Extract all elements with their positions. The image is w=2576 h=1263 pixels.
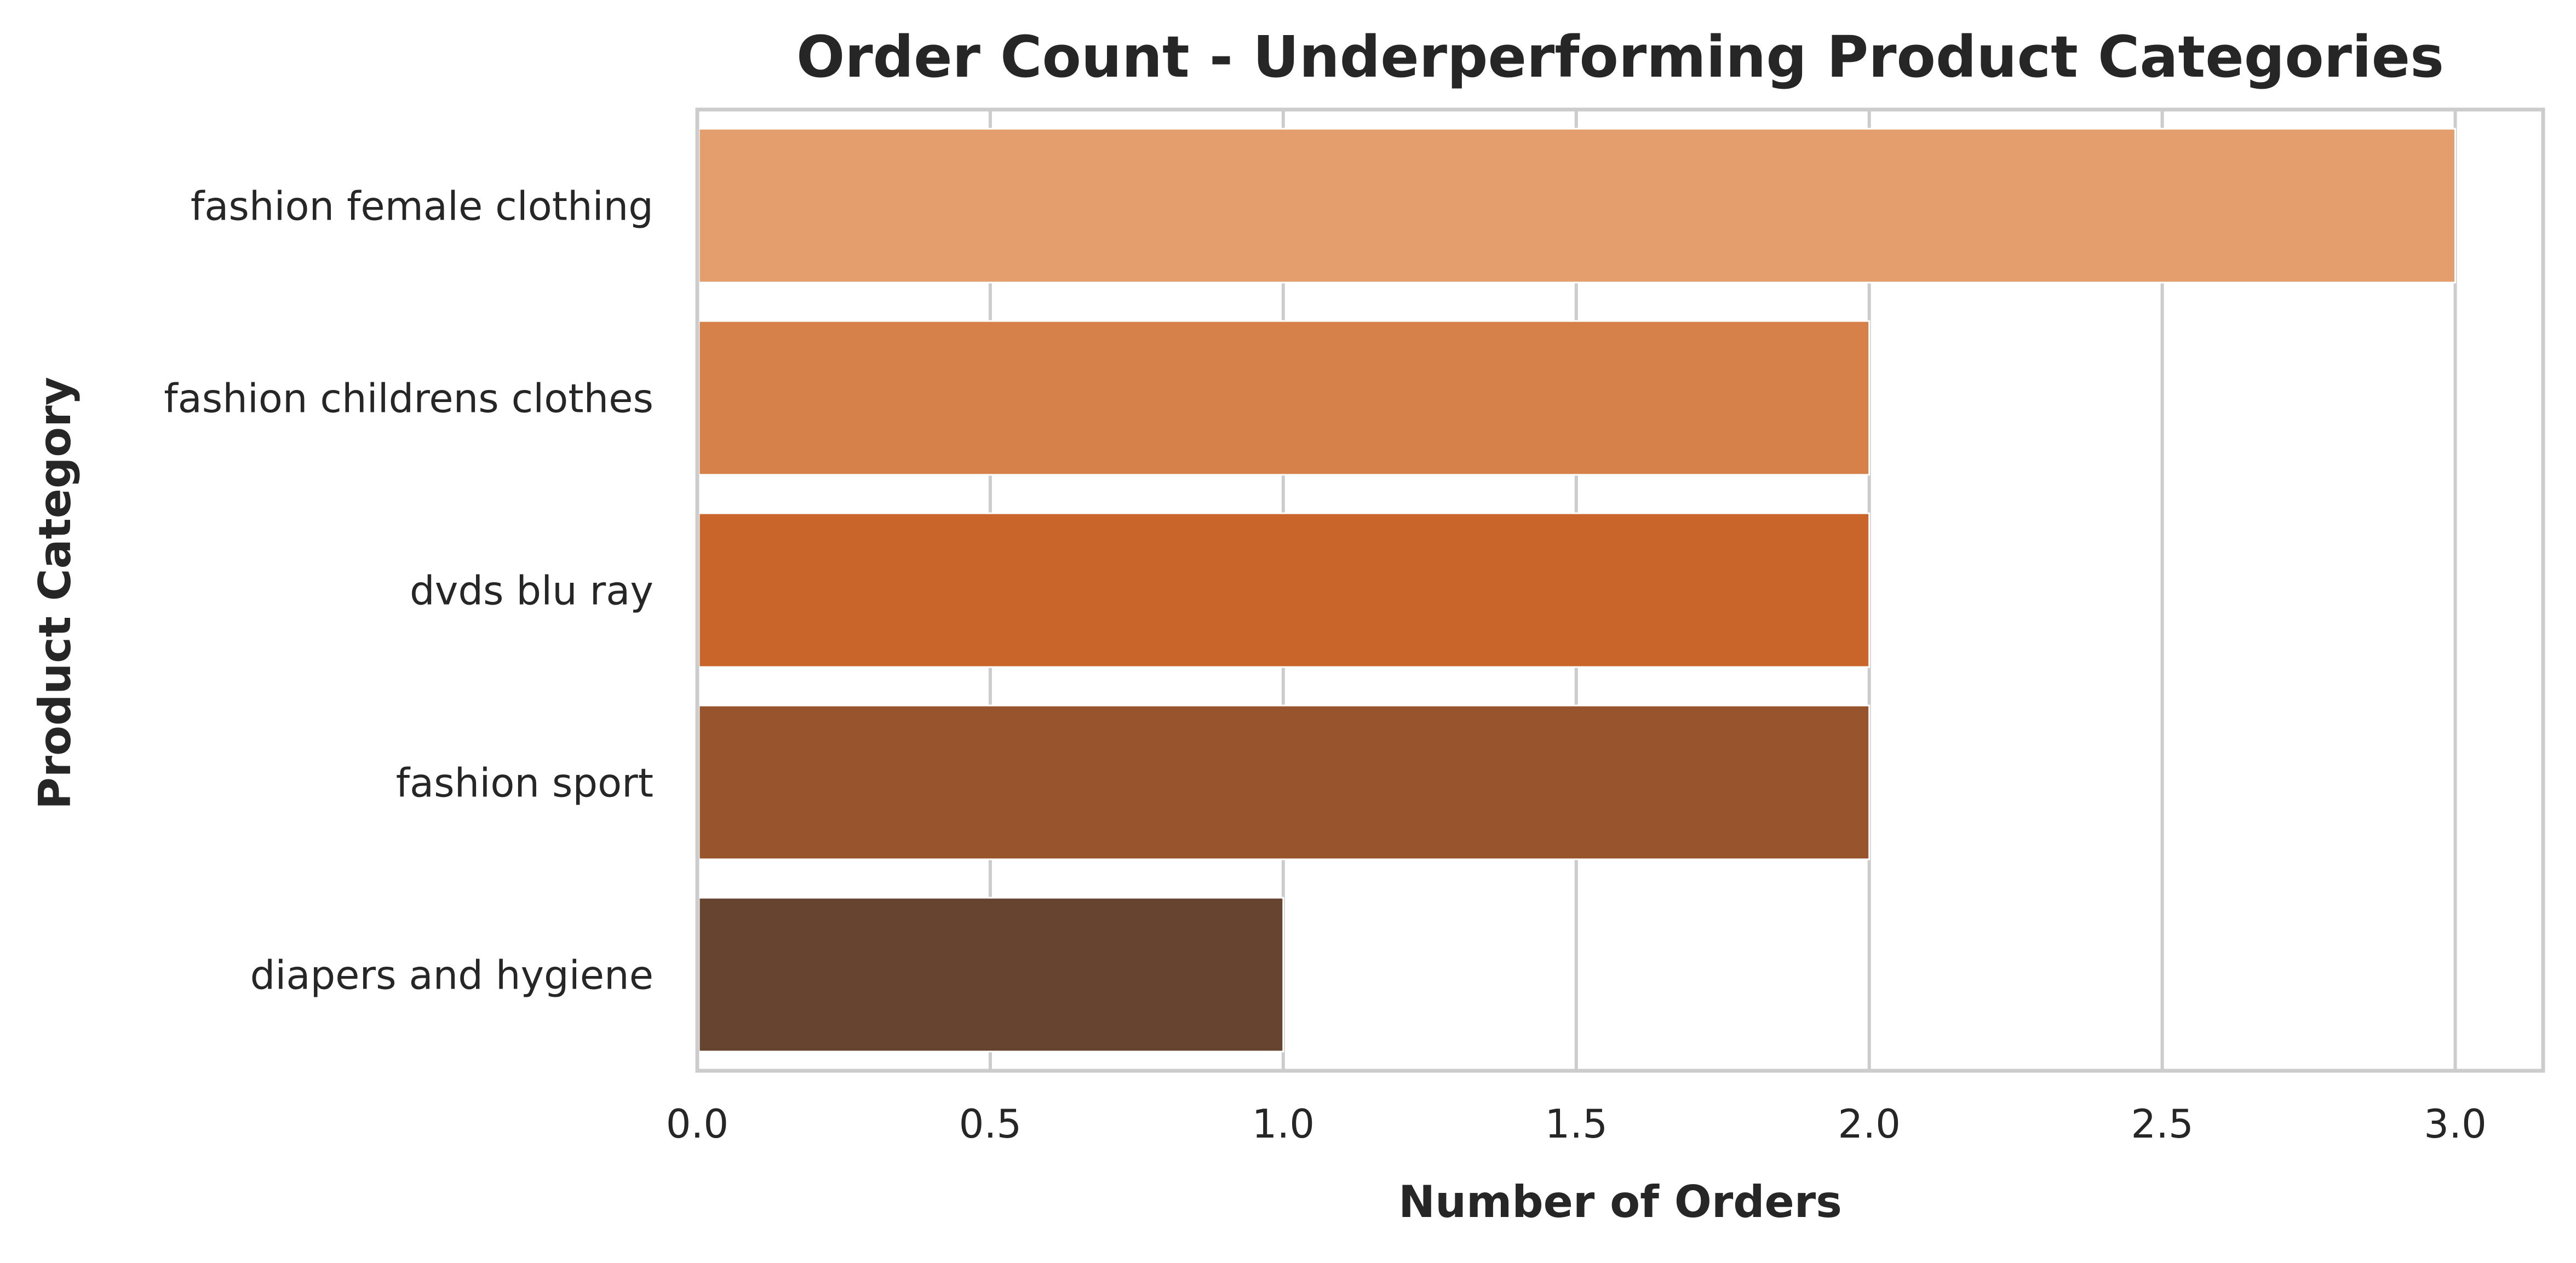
y-axis-label: Product Category bbox=[30, 377, 81, 810]
y-tick-label: fashion sport bbox=[396, 760, 653, 806]
bar bbox=[698, 704, 1871, 860]
bars bbox=[698, 128, 2457, 1053]
bar bbox=[698, 512, 1871, 668]
bar bbox=[698, 897, 1284, 1053]
chart-title: Order Count - Underperforming Product Ca… bbox=[796, 24, 2444, 90]
x-tick-labels: 0.0 0.5 1.0 1.5 2.0 2.5 3.0 bbox=[666, 1101, 2487, 1147]
x-tick-label: 1.5 bbox=[1545, 1101, 1608, 1147]
x-tick-label: 2.5 bbox=[2131, 1101, 2194, 1147]
x-tick-label: 1.0 bbox=[1252, 1101, 1315, 1147]
y-tick-label: fashion childrens clothes bbox=[164, 376, 653, 422]
y-tick-label: fashion female clothing bbox=[191, 183, 653, 229]
x-tick-label: 3.0 bbox=[2424, 1101, 2487, 1147]
x-tick-label: 0.5 bbox=[959, 1101, 1022, 1147]
bar bbox=[698, 320, 1871, 476]
x-tick-label: 2.0 bbox=[1838, 1101, 1901, 1147]
y-tick-label: dvds blu ray bbox=[410, 568, 653, 614]
y-tick-label: diapers and hygiene bbox=[250, 952, 653, 998]
bar bbox=[698, 128, 2457, 284]
x-axis-label: Number of Orders bbox=[1398, 1176, 1842, 1227]
plot-frame bbox=[695, 107, 2545, 1073]
y-tick-labels: fashion female clothing fashion childrens… bbox=[164, 183, 653, 998]
x-tick-label: 0.0 bbox=[666, 1101, 729, 1147]
